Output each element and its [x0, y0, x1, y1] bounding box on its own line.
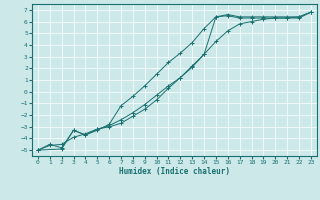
X-axis label: Humidex (Indice chaleur): Humidex (Indice chaleur) [119, 167, 230, 176]
